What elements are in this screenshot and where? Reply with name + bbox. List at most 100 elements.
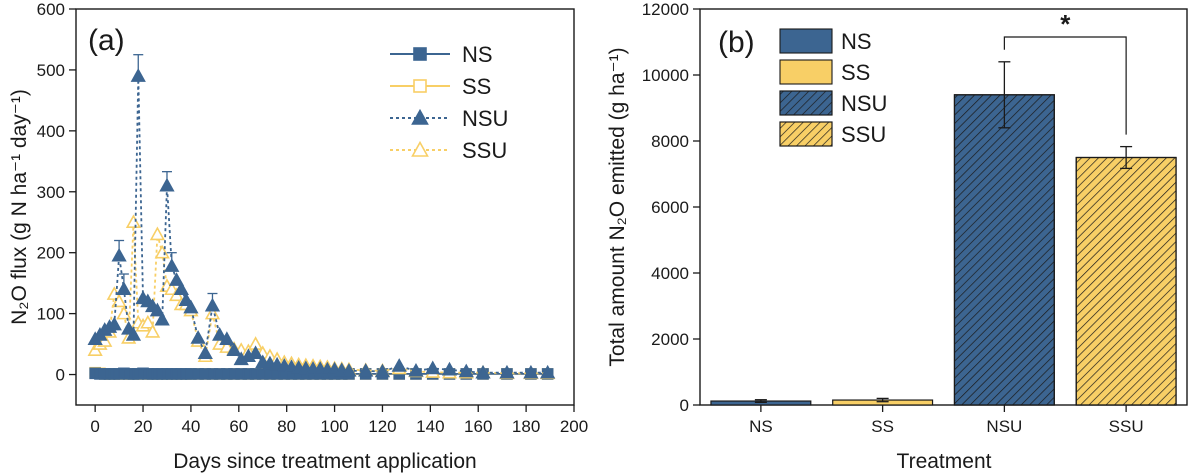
data-point	[154, 244, 170, 259]
panel-a-legend: NS SS NSU SSU	[390, 42, 508, 163]
y-tick-label: 400	[37, 122, 65, 141]
y-tick-label: 0	[56, 366, 65, 385]
legend-label-ss: SS	[841, 60, 870, 85]
data-point	[183, 299, 199, 314]
legend-swatch-hatch-nsu	[779, 90, 833, 116]
panel-a-line-chart: 0 20 40 60 80 100 120 140 160 180 200 0 100 200 300 400…	[8, 0, 588, 473]
series-nsu	[87, 54, 556, 379]
series-ssu	[87, 214, 556, 380]
data-point	[358, 362, 374, 377]
bar-hatch-ssu	[1075, 156, 1177, 406]
data-point	[408, 362, 424, 377]
data-point	[140, 314, 156, 329]
y-tick-label: 12000	[642, 0, 689, 19]
y-tick-label: 0	[680, 396, 689, 415]
y-tick-label: 2000	[651, 330, 689, 349]
x-tick-label: 60	[229, 417, 248, 436]
panel-a-y-axis-label: N₂O flux (g N ha⁻¹ day⁻¹)	[8, 89, 31, 325]
data-point	[391, 358, 407, 372]
data-point	[145, 323, 161, 338]
y-tick-label: 600	[37, 0, 65, 19]
significance-bracket: *	[1003, 9, 1127, 135]
panel-a-x-axis-label: Days since treatment application	[173, 450, 477, 473]
data-point	[149, 302, 166, 317]
series-ssu-line	[94, 222, 548, 375]
data-point	[475, 364, 491, 379]
significance-line	[1003, 36, 1127, 135]
x-tick-label: 100	[320, 417, 348, 436]
data-point	[178, 292, 194, 307]
data-point	[125, 214, 142, 229]
x-tick-label: 0	[90, 417, 99, 436]
data-point	[540, 364, 556, 379]
y-tick-label: 10000	[642, 66, 689, 85]
x-tick-label: 40	[181, 417, 200, 436]
legend-swatch-hatch-ssu	[779, 121, 833, 147]
x-tick-label: 120	[368, 417, 396, 436]
panel-b-x-axis-label: Treatment	[897, 450, 992, 473]
data-point	[341, 362, 357, 377]
panel-b-y-axis-label: Total amount N₂O emitted (g ha⁻¹)	[606, 47, 629, 366]
legend-label-ns: NS	[841, 29, 872, 54]
panel-a-label: (a)	[88, 24, 125, 57]
y-tick-label: 4000	[651, 264, 689, 283]
legend-label-nsu: NSU	[841, 91, 887, 116]
legend-label-nsu: NSU	[462, 106, 508, 131]
y-tick-label: 8000	[651, 132, 689, 151]
x-tick-label: 160	[464, 417, 492, 436]
data-point	[154, 311, 170, 326]
legend-swatch-ss	[779, 59, 833, 85]
panel-b-axis-ticks: 0 2000 4000 6000 8000 10000 12000 NS SS NSU SSU	[642, 0, 1144, 436]
legend-label-ssu: SSU	[841, 122, 886, 147]
data-point	[159, 177, 175, 192]
y-tick-label: 500	[37, 61, 65, 80]
data-point	[374, 363, 391, 378]
legend-swatch-ns	[779, 28, 833, 54]
y-tick-label: 300	[37, 183, 65, 202]
data-point	[173, 281, 189, 296]
bar-hatch-nsu	[953, 94, 1055, 406]
x-tick-label: 200	[560, 417, 588, 436]
panel-b-legend: NS SS NSU SSU	[779, 28, 887, 147]
panel-a-plot-area	[75, 8, 575, 406]
data-point	[212, 327, 228, 341]
x-tick-label-nsu: NSU	[986, 417, 1022, 436]
legend-label-ssu: SSU	[462, 138, 507, 163]
data-point	[204, 297, 221, 312]
panel-b-bars-group	[710, 61, 1177, 406]
legend-marker-ns	[413, 47, 427, 61]
legend-label-ns: NS	[462, 42, 493, 67]
data-point	[197, 345, 213, 360]
data-point	[164, 258, 180, 272]
x-tick-label-ssu: SSU	[1109, 417, 1144, 436]
data-point	[168, 272, 185, 286]
x-tick-label-ss: SS	[871, 417, 894, 436]
data-point	[116, 305, 132, 320]
x-tick-label: 140	[416, 417, 444, 436]
panel-a-axis-ticks: 0 20 40 60 80 100 120 140 160 180 200 0 100 200 300 400…	[37, 0, 589, 436]
x-tick-label: 20	[134, 417, 153, 436]
data-point	[226, 342, 242, 356]
significance-marker: *	[1060, 9, 1071, 39]
data-point	[125, 327, 142, 341]
data-point	[425, 360, 441, 375]
legend-marker-ss	[413, 79, 427, 93]
data-point	[130, 68, 146, 82]
data-point	[190, 330, 206, 344]
x-tick-label-ns: NS	[749, 417, 773, 436]
y-tick-label: 200	[37, 244, 65, 263]
x-tick-label: 180	[512, 417, 540, 436]
data-point	[106, 316, 122, 331]
data-point	[458, 363, 474, 378]
y-tick-label: 6000	[651, 198, 689, 217]
data-point	[111, 247, 127, 262]
data-point	[149, 226, 166, 241]
data-point	[523, 364, 539, 379]
panel-a-series-group	[87, 54, 556, 380]
legend-marker-ssu	[411, 140, 429, 157]
legend-label-ss: SS	[462, 74, 491, 99]
data-point	[219, 331, 235, 346]
x-tick-label: 80	[277, 417, 296, 436]
